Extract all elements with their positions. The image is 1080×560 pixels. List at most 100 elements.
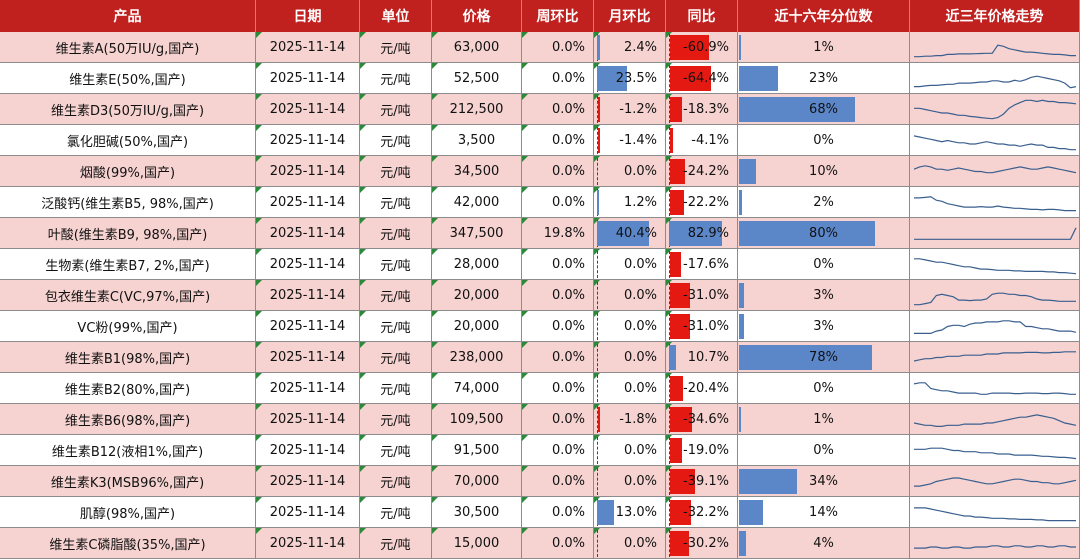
cell-marker [360, 63, 366, 69]
sparkline [914, 227, 1077, 240]
cell-marker [256, 125, 262, 131]
bar-axis [669, 313, 670, 340]
cell-price: 20,000 [432, 311, 522, 342]
cell-text-mom: 1.2% [623, 194, 657, 210]
cell-text-yoy: -64.4% [683, 70, 729, 86]
cell-marker [360, 528, 366, 534]
cell-marker [360, 156, 366, 162]
cell-text-date: 2025-11-14 [269, 39, 346, 55]
yoy-bar [670, 469, 696, 494]
cell-marker [432, 249, 438, 255]
cell-text-pct: 0% [813, 256, 834, 272]
cell-marker [432, 125, 438, 131]
cell-yoy: -31.0% [666, 311, 738, 342]
cell-date: 2025-11-14 [256, 32, 360, 63]
cell-marker [360, 249, 366, 255]
cell-unit: 元/吨 [360, 249, 432, 280]
cell-date: 2025-11-14 [256, 311, 360, 342]
cell-marker [522, 218, 528, 224]
cell-text-mom: -1.2% [619, 101, 657, 117]
cell-text-price: 238,000 [449, 349, 504, 365]
yoy-bar [670, 531, 690, 556]
cell-text-date: 2025-11-14 [269, 70, 346, 86]
table-row: 维生素K3(MSB96%,国产) 2025-11-14 元/吨 70,000 0.0% 0… [0, 466, 1080, 497]
cell-text-unit: 元/吨 [380, 196, 411, 212]
cell-mom: 0.0% [594, 280, 666, 311]
cell-price: 63,000 [432, 32, 522, 63]
cell-pct: 68% [738, 94, 910, 125]
sparkline [914, 292, 1076, 306]
cell-mom: -1.2% [594, 94, 666, 125]
yoy-bar [670, 159, 686, 184]
cell-wow: 0.0% [522, 187, 594, 218]
sparkline-path [913, 382, 1076, 395]
cell-marker [522, 311, 528, 317]
cell-text-yoy: -31.0% [683, 318, 729, 334]
cell-marker [522, 373, 528, 379]
cell-date: 2025-11-14 [256, 404, 360, 435]
cell-text-yoy: -22.2% [683, 194, 729, 210]
cell-text-date: 2025-11-14 [269, 256, 346, 272]
bar-axis [597, 313, 598, 340]
cell-text-product: 泛酸钙(维生素B5, 98%,国产) [41, 196, 214, 212]
cell-text-wow: 0.0% [551, 380, 585, 396]
cell-pct: 2% [738, 187, 910, 218]
cell-pct: 0% [738, 435, 910, 466]
cell-text-yoy: -60.9% [683, 39, 729, 55]
cell-text-yoy: -30.2% [683, 535, 729, 551]
percentile-bar [739, 531, 746, 556]
cell-date: 2025-11-14 [256, 497, 360, 528]
cell-text-mom: 0.0% [623, 473, 657, 489]
cell-price: 20,000 [432, 280, 522, 311]
sparkline-path [914, 320, 1077, 334]
cell-mom: 0.0% [594, 435, 666, 466]
table-row: 维生素D3(50万IU/g,国产) 2025-11-14 元/吨 212,500 0.0… [0, 94, 1080, 125]
cell-spark [910, 497, 1080, 528]
cell-wow: 0.0% [522, 280, 594, 311]
cell-text-date: 2025-11-14 [269, 473, 346, 489]
cell-unit: 元/吨 [360, 466, 432, 497]
cell-text-date: 2025-11-14 [269, 504, 346, 520]
cell-text-price: 70,000 [453, 473, 500, 489]
cell-marker [522, 342, 528, 348]
cell-pct: 0% [738, 125, 910, 156]
cell-yoy: -18.3% [666, 94, 738, 125]
cell-text-product: 维生素C磷脂酸(35%,国产) [49, 537, 206, 553]
sparkline [914, 75, 1077, 89]
yoy-bar [670, 407, 693, 432]
header-pct: 近十六年分位数 [738, 0, 910, 32]
cell-text-yoy: -32.2% [683, 504, 729, 520]
cell-marker [432, 342, 438, 348]
mom-bar [597, 190, 599, 215]
sparkline-path [914, 507, 1076, 522]
cell-price: 42,000 [432, 187, 522, 218]
cell-unit: 元/吨 [360, 94, 432, 125]
cell-spark [910, 63, 1080, 94]
cell-text-mom: 0.0% [623, 349, 657, 365]
bar-axis [597, 282, 598, 309]
mom-bar [597, 66, 628, 91]
mom-bar [597, 500, 614, 525]
cell-text-mom: -1.8% [619, 411, 657, 427]
cell-text-unit: 元/吨 [380, 475, 411, 491]
cell-pct: 1% [738, 404, 910, 435]
cell-text-product: 叶酸(维生素B9, 98%,国产) [47, 227, 208, 243]
sparkline-path [914, 545, 1076, 549]
yoy-bar [670, 66, 712, 91]
cell-marker [522, 466, 528, 472]
yoy-bar [670, 500, 691, 525]
cell-text-wow: 0.0% [551, 442, 585, 458]
mom-bar [598, 407, 601, 432]
cell-marker [256, 342, 262, 348]
cell-text-date: 2025-11-14 [269, 225, 346, 241]
cell-date: 2025-11-14 [256, 156, 360, 187]
cell-marker [256, 280, 262, 286]
table-row: 包衣维生素C(VC,97%,国产) 2025-11-14 元/吨 20,000 0.0%… [0, 280, 1080, 311]
cell-product: VC粉(99%,国产) [0, 311, 256, 342]
cell-unit: 元/吨 [360, 373, 432, 404]
cell-text-unit: 元/吨 [380, 41, 411, 57]
sparkline [914, 507, 1076, 522]
cell-text-pct: 1% [813, 39, 834, 55]
cell-text-unit: 元/吨 [380, 72, 411, 88]
cell-text-mom: -1.4% [619, 132, 657, 148]
